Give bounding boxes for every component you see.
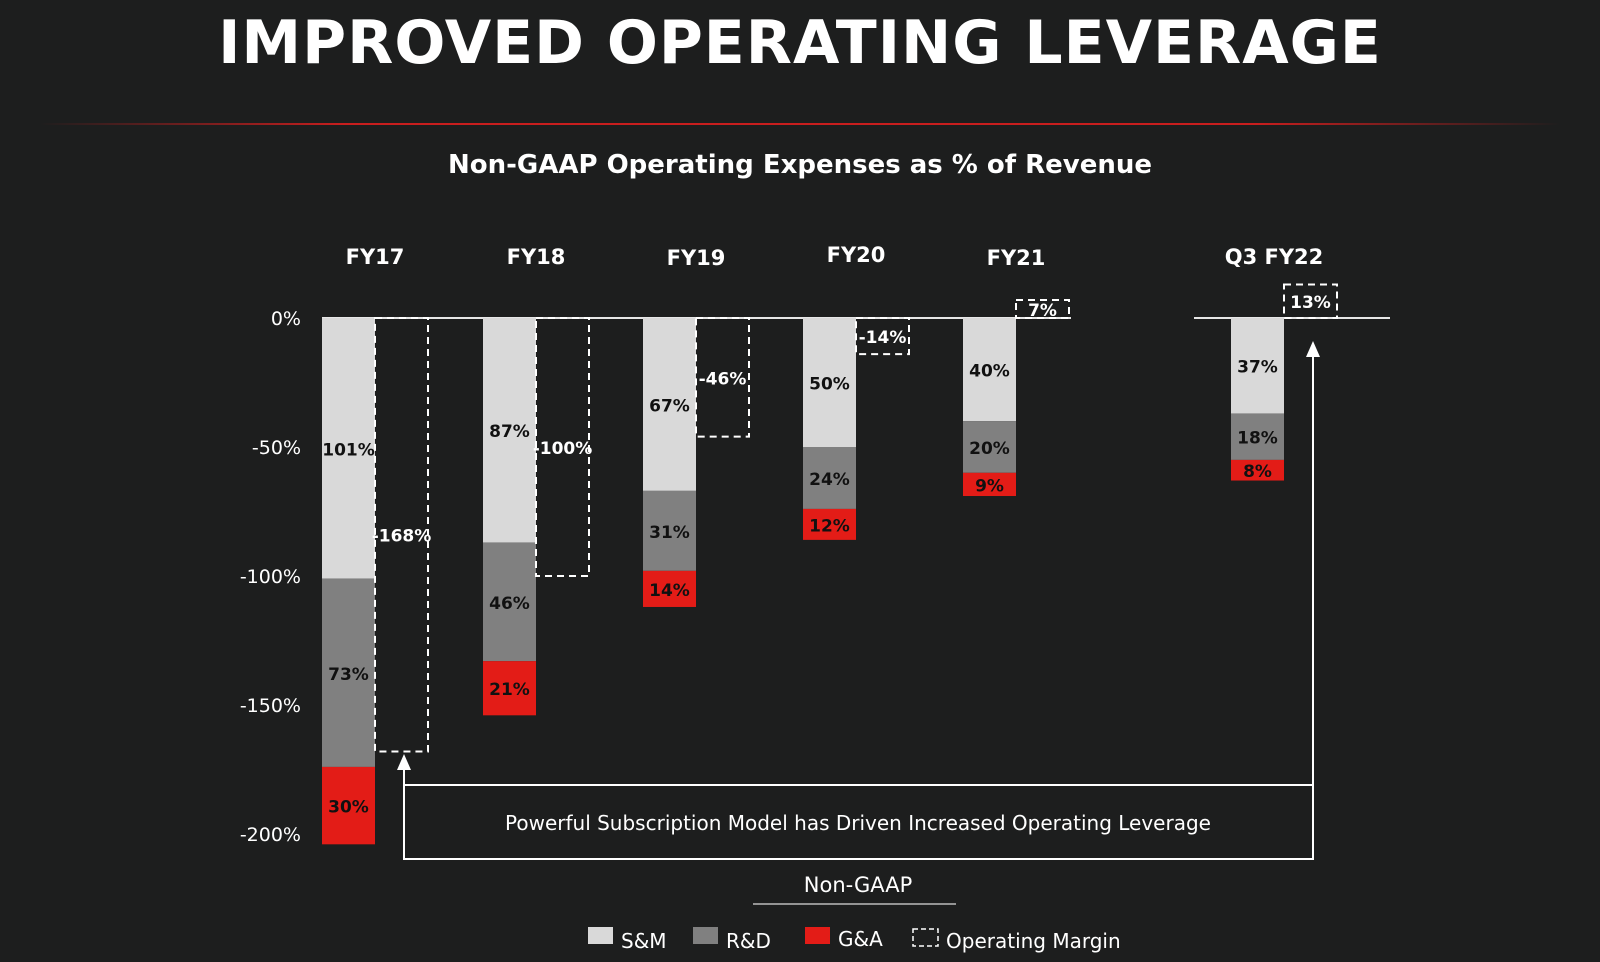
data-label: 46% — [489, 594, 530, 614]
y-tick-label: -50% — [252, 437, 301, 459]
bar-sm — [963, 318, 1016, 422]
legend-swatch — [805, 927, 830, 944]
bar-rd — [963, 421, 1016, 473]
operating-margin-label: -100% — [533, 439, 593, 459]
category-label: FY17 — [346, 245, 405, 269]
arrow-up-icon — [1306, 341, 1320, 357]
y-tick-label: -200% — [240, 824, 301, 846]
operating-margin-box — [695, 317, 750, 438]
bar-sm — [803, 318, 856, 447]
category-label: FY21 — [987, 246, 1046, 270]
chart-title: Non-GAAP Operating Expenses as % of Reve… — [447, 150, 1153, 180]
y-tick-label: 0% — [271, 308, 301, 330]
operating-margin-label: 13% — [1290, 293, 1331, 313]
bar-rd — [322, 578, 375, 767]
data-label: 8% — [1243, 462, 1272, 482]
operating-margin-label: -168% — [372, 527, 432, 547]
operating-margin-box — [855, 317, 910, 356]
data-label: 24% — [809, 470, 850, 490]
y-tick-label: -100% — [240, 566, 301, 588]
page-title: IMPROVED OPERATING LEVERAGE — [218, 8, 1382, 78]
bar-sm — [643, 318, 696, 491]
operating-margin-box — [1283, 283, 1338, 319]
operating-margin-label: -14% — [859, 328, 907, 348]
operating-margin-box — [1015, 298, 1070, 320]
data-label: 20% — [969, 439, 1010, 459]
operating-margin-box — [374, 317, 429, 753]
legend-label: S&M — [621, 929, 667, 953]
title-divider — [40, 123, 1560, 125]
category-label: FY20 — [827, 243, 886, 267]
bar-ga — [483, 661, 536, 716]
data-label: 18% — [1237, 429, 1278, 449]
bar-rd — [643, 490, 696, 571]
legend-swatch — [693, 927, 718, 944]
legend-label: G&A — [838, 927, 883, 951]
data-label: 50% — [809, 375, 850, 395]
data-label: 30% — [328, 798, 369, 818]
bar-rd — [483, 542, 536, 662]
bar-ga — [803, 508, 856, 540]
category-label: FY18 — [507, 245, 566, 269]
category-label: FY19 — [667, 246, 726, 270]
footnote-text: Non-GAAP — [804, 873, 912, 897]
data-label: 12% — [809, 516, 850, 536]
bar-rd — [803, 447, 856, 509]
data-label: 21% — [489, 680, 530, 700]
legend-label: Operating Margin — [946, 929, 1121, 953]
data-label: 73% — [328, 665, 369, 685]
bar-ga — [322, 766, 375, 845]
operating-margin-box — [535, 317, 590, 577]
data-label: 9% — [975, 476, 1004, 496]
bar-sm — [483, 318, 536, 543]
y-tick-label: -150% — [240, 695, 301, 717]
legend-swatch — [912, 928, 939, 947]
operating-margin-label: 7% — [1028, 301, 1057, 321]
bar-sm — [1231, 318, 1284, 414]
operating-margin-label: -46% — [699, 369, 747, 389]
data-label: 101% — [322, 440, 375, 460]
callout-bracket — [403, 350, 1314, 860]
data-label: 87% — [489, 422, 530, 442]
data-label: 40% — [969, 362, 1010, 382]
bar-ga — [643, 570, 696, 607]
legend-label: R&D — [726, 929, 771, 953]
arrow-up-icon — [397, 754, 411, 770]
data-label: 14% — [649, 581, 690, 601]
annotation-text: Powerful Subscription Model has Driven I… — [505, 811, 1211, 835]
legend-swatch — [588, 927, 613, 944]
data-label: 67% — [649, 396, 690, 416]
category-label: Q3 FY22 — [1225, 245, 1324, 269]
bar-rd — [1231, 413, 1284, 460]
data-label: 37% — [1237, 358, 1278, 378]
bar-sm — [322, 318, 375, 579]
bar-ga — [963, 472, 1016, 497]
data-label: 31% — [649, 523, 690, 543]
bar-ga — [1231, 459, 1284, 481]
